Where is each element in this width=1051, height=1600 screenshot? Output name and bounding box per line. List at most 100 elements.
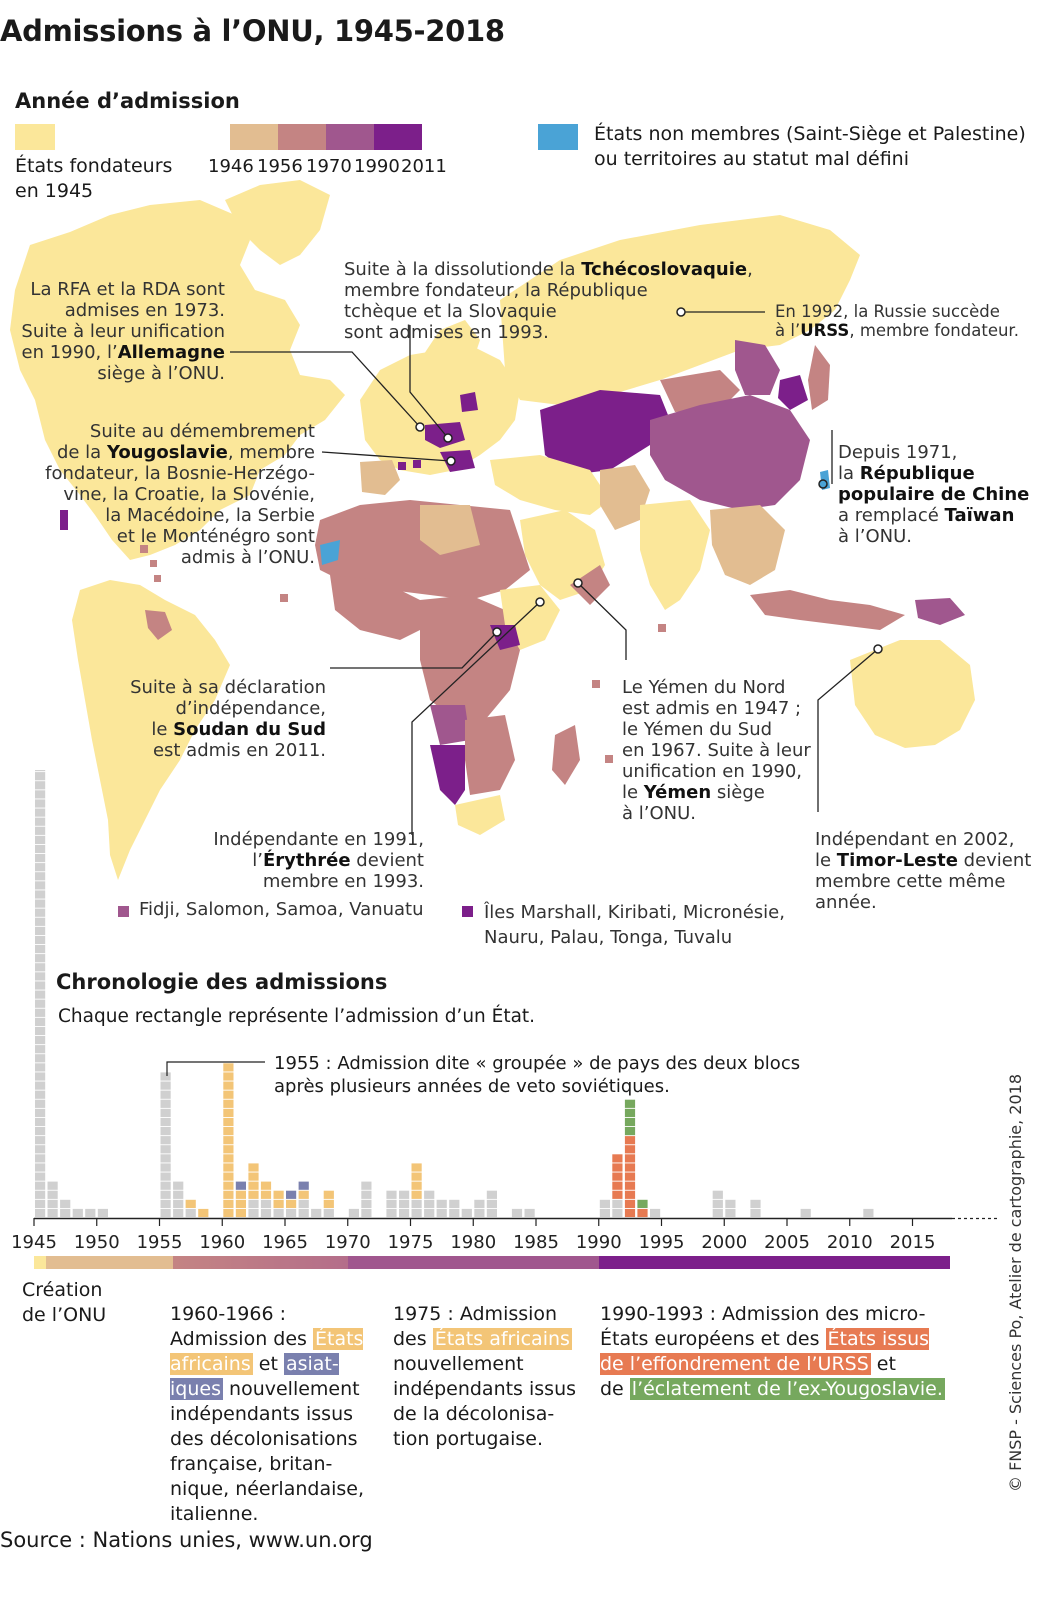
admission-square (223, 1190, 234, 1199)
admission-square (248, 1208, 259, 1218)
pacific-1990-label: Îles Marshall, Kiribati, Micronésie, Nau… (484, 902, 785, 948)
annotation-germany: La RFA et la RDA sont admises en 1973. S… (21, 279, 225, 384)
admission-square (223, 1090, 234, 1099)
admission-square (223, 1136, 234, 1145)
admission-square (35, 908, 46, 917)
central-asia (540, 390, 670, 475)
x-tick-label: 2015 (890, 1232, 936, 1253)
chronology-chart: 1945 1950 1955 1960 1965 1970 1975 1980 1985 1990… (11, 770, 1000, 1253)
admission-square (248, 1199, 259, 1208)
admission-square (35, 1045, 46, 1054)
x-tick-label: 1945 (11, 1232, 57, 1253)
pacific-1970-swatch (118, 906, 129, 917)
source: Source : Nations unies, www.un.org (0, 1528, 373, 1552)
north-america (10, 200, 345, 560)
legend-swatch-founders (15, 124, 55, 150)
admission-square (624, 1190, 636, 1199)
admission-square (35, 1054, 46, 1063)
admission-square (612, 1172, 623, 1181)
south-africa (455, 795, 505, 835)
admission-square (35, 981, 46, 990)
admission-square (223, 1081, 234, 1090)
new-guinea (915, 598, 965, 625)
admission-square (35, 990, 46, 999)
admission-square (298, 1208, 309, 1218)
admission-square (35, 1154, 46, 1163)
admission-square (235, 1208, 246, 1218)
admission-square (612, 1199, 623, 1208)
annotation-south-sudan: Suite à sa déclaration d’indépendance, l… (130, 677, 326, 761)
southeast-asia (710, 505, 785, 585)
pacific-1970-label: Fidji, Salomon, Samoa, Vanuatu (139, 899, 424, 920)
western-sahara (320, 540, 340, 565)
admission-square (323, 1199, 334, 1208)
admission-square (160, 1163, 171, 1172)
admission-square (612, 1163, 623, 1172)
admission-square (160, 1145, 171, 1154)
admission-square (35, 972, 46, 981)
admission-square (399, 1190, 410, 1199)
admission-square (35, 1017, 46, 1026)
admission-square (72, 1208, 83, 1218)
admission-square (712, 1190, 723, 1199)
admission-square (361, 1190, 372, 1199)
admission-square (35, 872, 46, 881)
admission-square (160, 1099, 171, 1108)
admission-square (411, 1208, 422, 1218)
admission-square (35, 854, 46, 863)
admission-square (223, 1063, 234, 1072)
admission-square (173, 1181, 184, 1190)
admission-square (60, 1208, 71, 1218)
admission-square (637, 1208, 648, 1218)
legend-swatch-1946 (230, 124, 278, 150)
legend-scale-label: 2011 (401, 156, 447, 177)
admission-square (599, 1208, 610, 1218)
admission-square (35, 1063, 46, 1072)
admission-square (637, 1199, 648, 1208)
admission-square (160, 1154, 171, 1163)
admission-square (411, 1163, 422, 1172)
admission-square (160, 1117, 171, 1127)
chronology-title: Chronologie des admissions (56, 970, 388, 994)
admission-square (286, 1190, 297, 1199)
world-map (10, 180, 975, 880)
japan (808, 345, 830, 410)
admission-square (35, 799, 46, 808)
admission-square (386, 1199, 397, 1208)
admission-square (624, 1145, 636, 1154)
legend-scale-label: 1946 (208, 156, 254, 177)
manchuria (735, 340, 780, 395)
india (640, 500, 710, 610)
admission-square (235, 1190, 246, 1199)
admission-square (35, 963, 46, 972)
iberia (360, 460, 400, 495)
note-1955: 1955 : Admission dite « groupée » de pay… (274, 1053, 801, 1097)
admission-square (624, 1127, 636, 1136)
admission-square (160, 1181, 171, 1190)
admission-square (35, 772, 46, 781)
admission-square (486, 1208, 497, 1218)
annotation-yemen: Le Yémen du Nord est admis en 1947 ; le … (622, 677, 811, 824)
admission-square (160, 1190, 171, 1199)
annotation-china: Depuis 1971, la République populaire de … (838, 442, 1030, 547)
legend-label-founders: États fondateurs en 1945 (15, 155, 173, 202)
madagascar (552, 725, 580, 785)
admission-square (35, 817, 46, 826)
admission-square (624, 1117, 636, 1127)
admission-square (223, 1199, 234, 1208)
admission-square (725, 1199, 736, 1208)
guyanas (145, 610, 172, 640)
x-tick-label: 1995 (639, 1232, 685, 1253)
admission-square (35, 1117, 46, 1127)
admission-square (260, 1190, 272, 1199)
greenland (225, 180, 330, 265)
admission-square (612, 1190, 623, 1199)
admission-square (474, 1208, 485, 1218)
admission-square (223, 1108, 234, 1117)
x-tick-label: 1965 (262, 1232, 308, 1253)
admission-square (35, 917, 46, 926)
x-tick-label: 1960 (199, 1232, 245, 1253)
admission-square (800, 1208, 811, 1218)
admission-square (47, 1199, 58, 1208)
admission-square (223, 1117, 234, 1127)
